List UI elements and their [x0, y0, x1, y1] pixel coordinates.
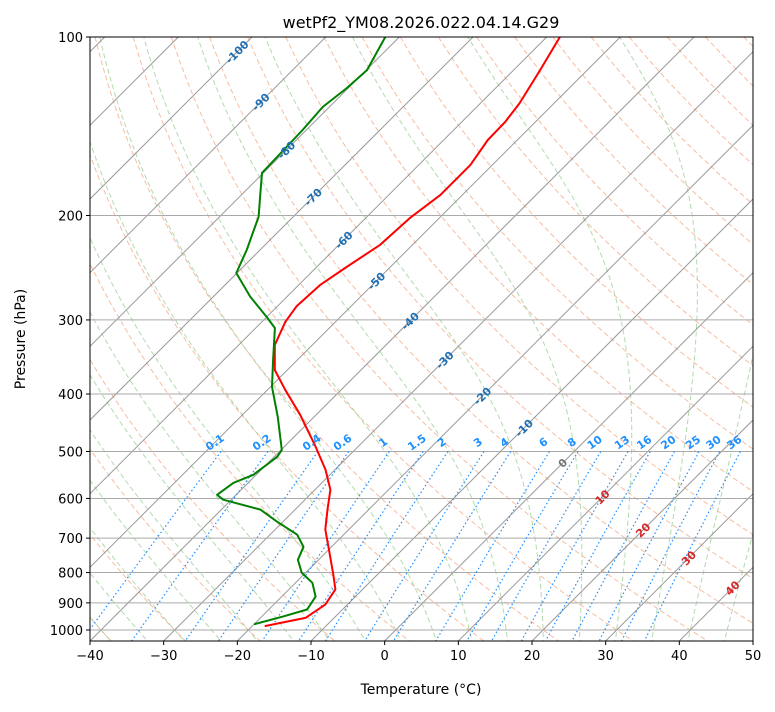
y-tick-label: 600 — [58, 492, 83, 507]
x-tick-label: 50 — [745, 649, 762, 664]
x-tick-label: 10 — [450, 649, 467, 664]
y-tick-label: 500 — [58, 445, 83, 460]
x-tick-label: −20 — [224, 649, 251, 664]
x-tick-label: 20 — [524, 649, 541, 664]
x-tick-label: −30 — [150, 649, 177, 664]
y-tick-label: 1000 — [50, 624, 83, 639]
y-tick-label: 300 — [58, 314, 83, 329]
y-tick-label: 200 — [58, 210, 83, 225]
x-tick-label: −10 — [297, 649, 324, 664]
y-axis-label: Pressure (hPa) — [13, 289, 29, 389]
chart-title: wetPf2_YM08.2026.022.04.14.G29 — [283, 13, 560, 33]
y-tick-label: 900 — [58, 597, 83, 612]
y-tick-label: 700 — [58, 532, 83, 547]
x-tick-label: 30 — [597, 649, 614, 664]
x-axis-label: Temperature (°C) — [360, 682, 482, 698]
y-tick-label: 100 — [58, 31, 83, 46]
x-tick-label: −40 — [76, 649, 103, 664]
x-tick-label: 0 — [381, 649, 389, 664]
isotherm-line — [753, 37, 775, 641]
y-tick-label: 800 — [58, 567, 83, 582]
y-tick-label: 400 — [58, 388, 83, 403]
x-tick-label: 40 — [671, 649, 688, 664]
